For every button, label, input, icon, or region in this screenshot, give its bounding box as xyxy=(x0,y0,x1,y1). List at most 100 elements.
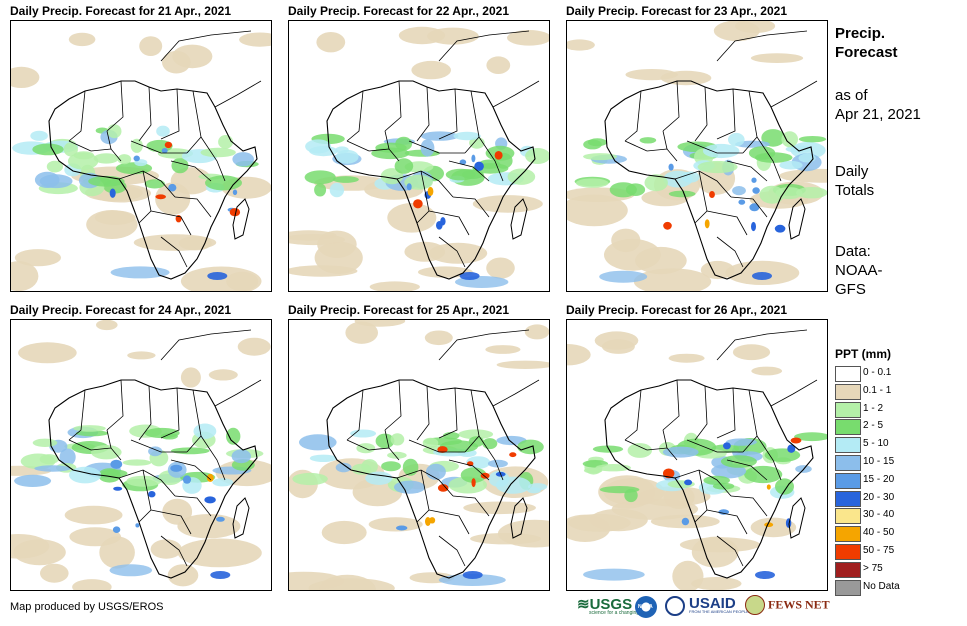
rain-patch xyxy=(381,461,401,472)
country-border xyxy=(200,435,226,481)
heavy-rain-core xyxy=(709,191,715,198)
coastline xyxy=(438,30,530,62)
forecast-heading: Precip. Forecast xyxy=(835,25,898,61)
country-border xyxy=(730,495,768,517)
heavy-rain-core xyxy=(704,219,710,229)
rain-patch xyxy=(583,139,602,150)
legend-label: 15 - 20 xyxy=(863,473,895,485)
rain-patch xyxy=(39,174,73,189)
country-border xyxy=(68,389,86,441)
coastline xyxy=(438,329,530,361)
light-rain-patch xyxy=(368,517,423,532)
rain-patch xyxy=(232,152,254,167)
heavy-rain-core xyxy=(182,475,192,484)
legend-swatch xyxy=(835,472,861,489)
country-border xyxy=(160,236,188,268)
light-rain-patch xyxy=(96,320,118,331)
panel-title: Daily Precip. Forecast for 25 Apr., 2021 xyxy=(288,303,509,317)
rain-patch xyxy=(703,475,730,485)
light-rain-patch xyxy=(472,195,543,213)
country-border xyxy=(756,136,782,182)
light-rain-patch xyxy=(99,536,135,569)
rain-patch xyxy=(420,131,459,141)
rain-patch xyxy=(30,130,48,141)
country-border xyxy=(384,379,402,431)
light-rain-patch xyxy=(133,234,217,251)
rain-patch xyxy=(468,436,484,447)
precip-map xyxy=(288,319,550,591)
light-rain-patch xyxy=(167,564,199,587)
coastline xyxy=(770,80,818,108)
country-border xyxy=(346,389,364,441)
legend-label: 5 - 10 xyxy=(863,438,889,450)
country-border xyxy=(416,385,430,441)
country-border xyxy=(138,385,152,441)
light-rain-patch xyxy=(567,344,591,366)
rain-patch xyxy=(781,131,798,148)
light-rain-patch xyxy=(486,56,511,74)
legend-label: 2 - 5 xyxy=(863,420,884,432)
legend-label: 30 - 40 xyxy=(863,509,895,521)
rain-patch xyxy=(231,449,251,464)
rain-patch xyxy=(200,147,236,158)
country-border xyxy=(396,170,454,198)
heavy-rain-core xyxy=(471,478,476,488)
rain-patch xyxy=(67,152,99,170)
country-border xyxy=(686,439,743,453)
madagascar-outline xyxy=(510,198,528,240)
rain-patch xyxy=(130,138,143,153)
country-border xyxy=(706,509,748,535)
coastline xyxy=(492,379,540,407)
rain-patch xyxy=(395,136,413,151)
country-border xyxy=(452,495,490,517)
rain-patch xyxy=(156,125,170,137)
country-border xyxy=(68,439,92,451)
country-border xyxy=(624,90,642,142)
light-rain-patch xyxy=(239,32,271,47)
country-border xyxy=(726,459,768,481)
rain-patch xyxy=(438,574,506,586)
country-border xyxy=(428,509,470,535)
rain-patch xyxy=(394,158,414,174)
country-border xyxy=(694,385,708,441)
country-border xyxy=(186,90,202,154)
coastline xyxy=(716,30,808,62)
country-border xyxy=(118,170,176,198)
light-rain-patch xyxy=(668,353,705,363)
heavy-rain-core xyxy=(406,183,412,191)
country-border xyxy=(706,210,748,236)
rain-patch xyxy=(748,146,776,160)
panel-title: Daily Precip. Forecast for 21 Apr., 2021 xyxy=(10,4,231,18)
country-border xyxy=(756,435,782,481)
madagascar-outline xyxy=(788,497,806,539)
country-border xyxy=(200,136,226,182)
rain-patch xyxy=(126,475,162,487)
heavy-rain-core xyxy=(459,272,480,280)
legend-swatch xyxy=(835,490,861,507)
totals-label: Daily Totals xyxy=(835,163,875,199)
heavy-rain-core xyxy=(755,571,775,579)
legend-swatch xyxy=(835,419,861,436)
rain-patch xyxy=(193,423,217,439)
legend-label: 40 - 50 xyxy=(863,527,895,539)
rain-patch xyxy=(329,182,345,198)
rain-patch xyxy=(32,438,58,447)
light-rain-patch xyxy=(567,194,628,227)
heavy-rain-core xyxy=(216,516,225,522)
heavy-rain-core xyxy=(161,148,168,154)
country-border xyxy=(150,509,192,535)
country-border xyxy=(674,469,732,497)
rain-patch xyxy=(442,432,460,440)
country-border xyxy=(438,535,466,567)
country-border xyxy=(662,130,668,150)
light-rain-patch xyxy=(11,66,40,88)
coastline xyxy=(492,80,540,108)
country-border xyxy=(346,140,370,152)
country-border xyxy=(646,148,678,162)
rain-patch xyxy=(63,142,78,157)
rain-patch xyxy=(109,564,153,577)
rain-patch xyxy=(226,427,241,445)
light-rain-patch xyxy=(237,337,271,356)
precip-map xyxy=(10,20,272,292)
coastline xyxy=(716,329,808,361)
